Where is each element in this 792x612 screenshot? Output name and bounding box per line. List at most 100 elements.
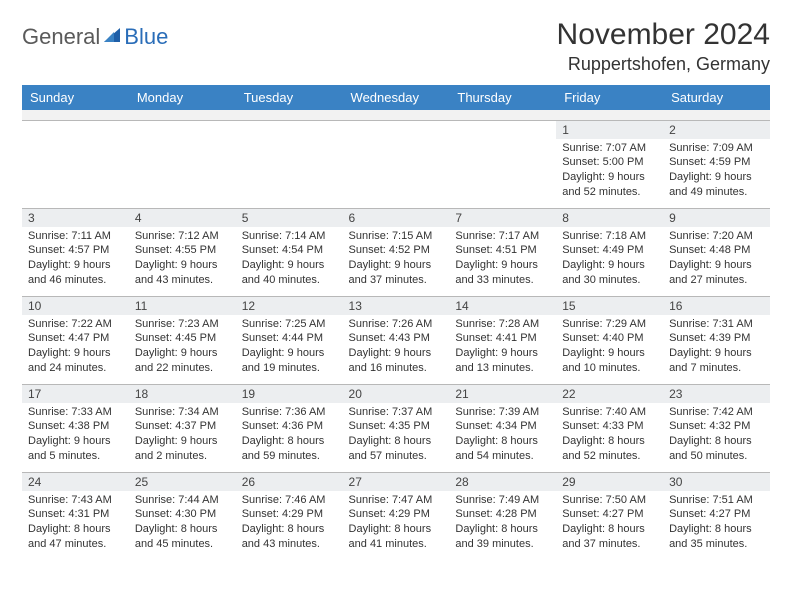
sunrise-text: Sunrise: 7:11 AM	[28, 229, 123, 244]
day-body: Sunrise: 7:26 AMSunset: 4:43 PMDaylight:…	[343, 315, 450, 382]
sunrise-text: Sunrise: 7:49 AM	[455, 493, 550, 508]
daylight-text: Daylight: 8 hours and 37 minutes.	[562, 522, 657, 552]
calendar-day-cell: 20Sunrise: 7:37 AMSunset: 4:35 PMDayligh…	[343, 384, 450, 472]
sunrise-text: Sunrise: 7:22 AM	[28, 317, 123, 332]
day-number: 24	[22, 473, 129, 491]
weekday-header: Saturday	[663, 85, 770, 110]
location: Ruppertshofen, Germany	[557, 54, 770, 75]
sunrise-text: Sunrise: 7:36 AM	[242, 405, 337, 420]
day-number: 21	[449, 385, 556, 403]
weekday-header: Tuesday	[236, 85, 343, 110]
day-number: 25	[129, 473, 236, 491]
daylight-text: Daylight: 8 hours and 35 minutes.	[669, 522, 764, 552]
sunrise-text: Sunrise: 7:09 AM	[669, 141, 764, 156]
sunset-text: Sunset: 4:35 PM	[349, 419, 444, 434]
day-body: Sunrise: 7:49 AMSunset: 4:28 PMDaylight:…	[449, 491, 556, 558]
day-body: Sunrise: 7:36 AMSunset: 4:36 PMDaylight:…	[236, 403, 343, 470]
calendar-day-cell: .	[129, 120, 236, 208]
day-body: Sunrise: 7:28 AMSunset: 4:41 PMDaylight:…	[449, 315, 556, 382]
sunrise-text: Sunrise: 7:31 AM	[669, 317, 764, 332]
sunset-text: Sunset: 4:51 PM	[455, 243, 550, 258]
day-number: 22	[556, 385, 663, 403]
day-body: Sunrise: 7:51 AMSunset: 4:27 PMDaylight:…	[663, 491, 770, 558]
day-body: Sunrise: 7:18 AMSunset: 4:49 PMDaylight:…	[556, 227, 663, 294]
sunrise-text: Sunrise: 7:42 AM	[669, 405, 764, 420]
day-body: Sunrise: 7:43 AMSunset: 4:31 PMDaylight:…	[22, 491, 129, 558]
daylight-text: Daylight: 8 hours and 39 minutes.	[455, 522, 550, 552]
calendar-day-cell: 5Sunrise: 7:14 AMSunset: 4:54 PMDaylight…	[236, 208, 343, 296]
daylight-text: Daylight: 9 hours and 46 minutes.	[28, 258, 123, 288]
day-number: 13	[343, 297, 450, 315]
weekday-header: Monday	[129, 85, 236, 110]
day-number: 4	[129, 209, 236, 227]
calendar-day-cell: 10Sunrise: 7:22 AMSunset: 4:47 PMDayligh…	[22, 296, 129, 384]
day-body: Sunrise: 7:23 AMSunset: 4:45 PMDaylight:…	[129, 315, 236, 382]
sunrise-text: Sunrise: 7:50 AM	[562, 493, 657, 508]
calendar-day-cell: 13Sunrise: 7:26 AMSunset: 4:43 PMDayligh…	[343, 296, 450, 384]
day-number: 6	[343, 209, 450, 227]
sunset-text: Sunset: 4:27 PM	[562, 507, 657, 522]
spacer	[22, 110, 770, 120]
day-body: Sunrise: 7:14 AMSunset: 4:54 PMDaylight:…	[236, 227, 343, 294]
day-number: 17	[22, 385, 129, 403]
day-body: Sunrise: 7:12 AMSunset: 4:55 PMDaylight:…	[129, 227, 236, 294]
sunrise-text: Sunrise: 7:07 AM	[562, 141, 657, 156]
calendar-day-cell: 29Sunrise: 7:50 AMSunset: 4:27 PMDayligh…	[556, 472, 663, 560]
sunset-text: Sunset: 4:43 PM	[349, 331, 444, 346]
day-body: Sunrise: 7:42 AMSunset: 4:32 PMDaylight:…	[663, 403, 770, 470]
day-number: 5	[236, 209, 343, 227]
calendar-day-cell: 12Sunrise: 7:25 AMSunset: 4:44 PMDayligh…	[236, 296, 343, 384]
day-body: Sunrise: 7:39 AMSunset: 4:34 PMDaylight:…	[449, 403, 556, 470]
day-body: Sunrise: 7:20 AMSunset: 4:48 PMDaylight:…	[663, 227, 770, 294]
daylight-text: Daylight: 9 hours and 30 minutes.	[562, 258, 657, 288]
calendar-day-cell: 28Sunrise: 7:49 AMSunset: 4:28 PMDayligh…	[449, 472, 556, 560]
day-body: Sunrise: 7:15 AMSunset: 4:52 PMDaylight:…	[343, 227, 450, 294]
sunset-text: Sunset: 4:32 PM	[669, 419, 764, 434]
daylight-text: Daylight: 9 hours and 43 minutes.	[135, 258, 230, 288]
daylight-text: Daylight: 8 hours and 54 minutes.	[455, 434, 550, 464]
weekday-header: Sunday	[22, 85, 129, 110]
sunrise-text: Sunrise: 7:12 AM	[135, 229, 230, 244]
day-body: Sunrise: 7:50 AMSunset: 4:27 PMDaylight:…	[556, 491, 663, 558]
sunrise-text: Sunrise: 7:37 AM	[349, 405, 444, 420]
brand-logo: General Blue	[22, 24, 168, 50]
calendar-head: SundayMondayTuesdayWednesdayThursdayFrid…	[22, 85, 770, 110]
day-body: Sunrise: 7:47 AMSunset: 4:29 PMDaylight:…	[343, 491, 450, 558]
weekday-header: Friday	[556, 85, 663, 110]
calendar-day-cell: 15Sunrise: 7:29 AMSunset: 4:40 PMDayligh…	[556, 296, 663, 384]
day-body: Sunrise: 7:31 AMSunset: 4:39 PMDaylight:…	[663, 315, 770, 382]
calendar-week-row: .....1Sunrise: 7:07 AMSunset: 5:00 PMDay…	[22, 120, 770, 208]
day-number: 1	[556, 121, 663, 139]
weekday-header: Thursday	[449, 85, 556, 110]
daylight-text: Daylight: 9 hours and 33 minutes.	[455, 258, 550, 288]
sunrise-text: Sunrise: 7:34 AM	[135, 405, 230, 420]
day-number: 3	[22, 209, 129, 227]
day-number: 8	[556, 209, 663, 227]
day-body: Sunrise: 7:29 AMSunset: 4:40 PMDaylight:…	[556, 315, 663, 382]
sunset-text: Sunset: 4:48 PM	[669, 243, 764, 258]
day-number: 7	[449, 209, 556, 227]
day-number: 2	[663, 121, 770, 139]
sunset-text: Sunset: 4:28 PM	[455, 507, 550, 522]
calendar-day-cell: 9Sunrise: 7:20 AMSunset: 4:48 PMDaylight…	[663, 208, 770, 296]
sunset-text: Sunset: 4:34 PM	[455, 419, 550, 434]
daylight-text: Daylight: 9 hours and 49 minutes.	[669, 170, 764, 200]
day-body: Sunrise: 7:22 AMSunset: 4:47 PMDaylight:…	[22, 315, 129, 382]
day-body: Sunrise: 7:44 AMSunset: 4:30 PMDaylight:…	[129, 491, 236, 558]
calendar-day-cell: 19Sunrise: 7:36 AMSunset: 4:36 PMDayligh…	[236, 384, 343, 472]
sunset-text: Sunset: 4:49 PM	[562, 243, 657, 258]
calendar-day-cell: 6Sunrise: 7:15 AMSunset: 4:52 PMDaylight…	[343, 208, 450, 296]
day-body: Sunrise: 7:25 AMSunset: 4:44 PMDaylight:…	[236, 315, 343, 382]
calendar-day-cell: 18Sunrise: 7:34 AMSunset: 4:37 PMDayligh…	[129, 384, 236, 472]
calendar-week-row: 17Sunrise: 7:33 AMSunset: 4:38 PMDayligh…	[22, 384, 770, 472]
day-body: Sunrise: 7:37 AMSunset: 4:35 PMDaylight:…	[343, 403, 450, 470]
sunset-text: Sunset: 4:52 PM	[349, 243, 444, 258]
calendar-day-cell: 16Sunrise: 7:31 AMSunset: 4:39 PMDayligh…	[663, 296, 770, 384]
day-number: 18	[129, 385, 236, 403]
sunset-text: Sunset: 4:29 PM	[349, 507, 444, 522]
sunrise-text: Sunrise: 7:25 AM	[242, 317, 337, 332]
day-body: Sunrise: 7:07 AMSunset: 5:00 PMDaylight:…	[556, 139, 663, 206]
calendar-day-cell: 2Sunrise: 7:09 AMSunset: 4:59 PMDaylight…	[663, 120, 770, 208]
header: General Blue November 2024 Ruppertshofen…	[22, 18, 770, 75]
daylight-text: Daylight: 9 hours and 10 minutes.	[562, 346, 657, 376]
